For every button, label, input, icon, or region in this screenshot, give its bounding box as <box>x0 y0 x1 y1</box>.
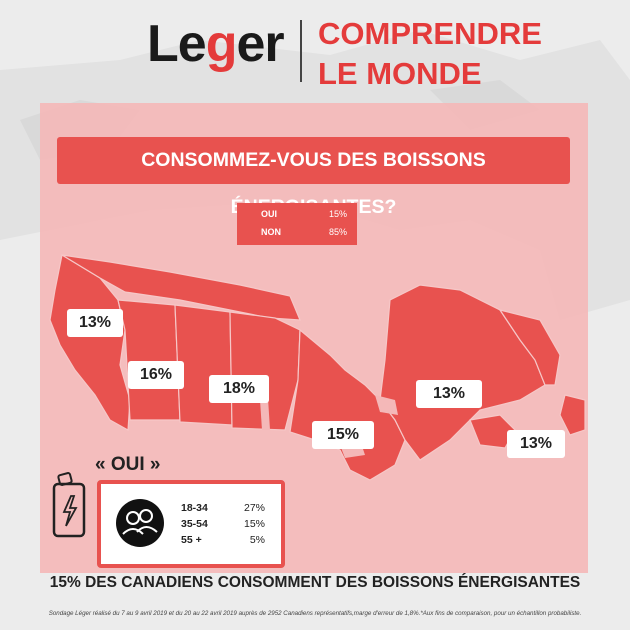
region-ab-shape <box>117 299 181 421</box>
summary-row-oui: OUI 15% <box>237 209 357 223</box>
tagline-line1: COMPRENDRE <box>318 16 542 51</box>
logo-text-suffix: er <box>236 15 284 73</box>
logo-text-prefix: Le <box>147 15 207 73</box>
summary-value: 85% <box>329 227 348 237</box>
header-divider <box>300 20 302 82</box>
age-range: 35-54 <box>181 518 208 530</box>
summary-row-non: NON 85% <box>237 227 357 241</box>
header: Leger COMPRENDRE LE MONDE <box>0 0 630 100</box>
age-value: 27% <box>243 502 265 514</box>
pct-label-ab: 16% <box>128 361 184 389</box>
age-row: 35-54 15% <box>181 518 271 530</box>
age-row: 18-34 27% <box>181 502 271 514</box>
tagline: COMPRENDRE LE MONDE <box>318 14 542 94</box>
energy-drink-icon <box>52 472 86 538</box>
tagline-line2: LE MONDE <box>318 56 482 91</box>
age-row: 55 + 5% <box>181 534 271 546</box>
region-nl-shape <box>559 394 586 436</box>
pct-label-qc: 13% <box>416 380 482 408</box>
region-north-shape <box>61 254 301 321</box>
age-value: 15% <box>243 518 265 530</box>
pct-label-sk-mb: 18% <box>209 375 269 403</box>
summary-label: OUI <box>261 209 278 219</box>
pct-label-atlantic: 13% <box>507 430 565 458</box>
footnote: Sondage Léger réalisé du 7 au 9 avril 20… <box>48 610 582 617</box>
pct-label-bc: 13% <box>67 309 123 337</box>
headline: 15% DES CANADIENS CONSOMMENT DES BOISSON… <box>49 574 581 591</box>
region-on-shape <box>289 328 406 481</box>
age-value: 5% <box>249 534 265 546</box>
region-lab-shape <box>498 309 561 386</box>
pct-label-on: 15% <box>312 421 374 449</box>
age-range: 18-34 <box>181 502 208 514</box>
leger-logo[interactable]: Leger <box>147 14 285 74</box>
age-breakdown-box: 18-34 27% 35-54 15% 55 + 5% <box>97 480 285 568</box>
logo-text-accent: g <box>205 15 238 73</box>
people-group-icon <box>116 499 164 547</box>
oui-title: « OUI » <box>95 454 161 475</box>
summary-value: 15% <box>329 209 348 219</box>
summary-label: NON <box>261 227 281 237</box>
age-range: 55 + <box>181 534 202 546</box>
summary-box: OUI 15% NON 85% <box>237 203 357 245</box>
